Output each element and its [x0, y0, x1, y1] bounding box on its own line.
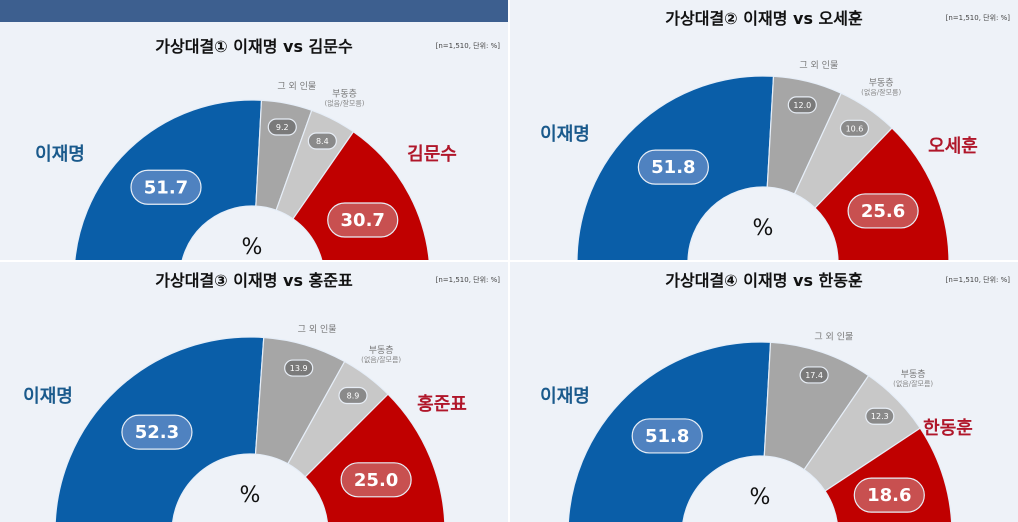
value-pill — [338, 386, 368, 405]
value-pill — [787, 96, 817, 114]
category-sublabel: (없음/잘모름) — [325, 99, 365, 107]
unit-label: % — [242, 235, 263, 260]
candidate-name-lee: 이재명 — [540, 386, 590, 407]
data-label: 51.8 — [645, 426, 689, 447]
chart-panel-1: 가상대결① 이재명 vs 김문수 [n=1,510, 단위: %] 51.7 9.2 그… — [0, 0, 508, 260]
chart-title: 가상대결② 이재명 vs 오세훈 — [665, 9, 863, 28]
half-donut-chart: 가상대결③ 이재명 vs 홍준표 [n=1,510, 단위: %] 52.3 13.9… — [23, 271, 501, 522]
category-label: 부동층 — [869, 77, 894, 88]
chart-panel-3: 가상대결③ 이재명 vs 홍준표 [n=1,510, 단위: %] 52.3 13.9… — [0, 262, 508, 522]
category-label: 그 외 인물 — [814, 331, 853, 343]
value-pill — [853, 477, 925, 513]
candidate-name-opponent: 홍준표 — [417, 393, 467, 415]
unit-label: % — [750, 485, 771, 510]
chart-title: 가상대결① 이재명 vs 김문수 — [155, 37, 353, 56]
value-pill — [847, 193, 919, 229]
data-label: 51.7 — [144, 177, 188, 198]
data-label: 12.3 — [871, 412, 889, 421]
data-label: 18.6 — [867, 485, 911, 506]
data-label: 9.2 — [276, 123, 289, 132]
category-label: 부동층 — [332, 88, 357, 99]
category-sublabel: (없음/잘모름) — [861, 88, 901, 96]
data-label: 13.9 — [290, 364, 308, 373]
category-label: 부동층 — [369, 345, 394, 356]
sample-note: [n=1,510, 단위: %] — [436, 275, 501, 284]
value-pill — [327, 202, 399, 238]
sample-note: [n=1,510, 단위: %] — [436, 41, 501, 50]
unit-label: % — [240, 483, 261, 508]
candidate-name-opponent: 한동훈 — [923, 417, 973, 439]
data-label: 17.4 — [805, 371, 823, 380]
value-pill — [865, 407, 895, 425]
category-sublabel: (없음/잘모름) — [361, 356, 401, 364]
category-label: 그 외 인물 — [298, 323, 337, 335]
value-pill — [799, 366, 829, 384]
value-pill — [284, 359, 314, 377]
data-label: 25.6 — [861, 201, 905, 222]
value-pill — [631, 418, 703, 454]
category-label: 그 외 인물 — [277, 80, 316, 92]
data-label: 10.6 — [846, 124, 864, 133]
half-donut-chart: 가상대결② 이재명 vs 오세훈 [n=1,510, 단위: %] 51.8 12.0… — [540, 9, 1011, 260]
data-label: 51.8 — [651, 157, 695, 178]
value-pill — [307, 132, 337, 150]
unit-label: % — [753, 216, 774, 241]
category-label: 그 외 인물 — [799, 59, 838, 71]
value-pill — [121, 414, 193, 450]
header-banner — [0, 0, 508, 22]
chart-title: 가상대결③ 이재명 vs 홍준표 — [155, 271, 353, 290]
data-label: 8.4 — [316, 137, 329, 146]
data-label: 12.0 — [793, 101, 811, 110]
sample-note: [n=1,510, 단위: %] — [946, 13, 1011, 22]
candidate-name-lee: 이재명 — [35, 144, 85, 165]
candidate-name-opponent: 김문수 — [407, 144, 457, 165]
data-label: 30.7 — [341, 210, 385, 231]
value-pill — [340, 462, 412, 498]
category-label: 부동층 — [901, 369, 926, 380]
chart-panel-2: 가상대결② 이재명 vs 오세훈 [n=1,510, 단위: %] 51.8 12.0… — [510, 0, 1018, 260]
sample-note: [n=1,510, 단위: %] — [946, 275, 1011, 284]
donut-segment-opponent — [304, 393, 446, 522]
value-pill — [267, 118, 297, 136]
chart-title: 가상대결④ 이재명 vs 한동훈 — [665, 271, 863, 290]
value-pill — [637, 149, 709, 185]
half-donut-chart: 가상대결① 이재명 vs 김문수 [n=1,510, 단위: %] 51.7 9.2 그… — [35, 37, 501, 260]
data-label: 52.3 — [135, 422, 179, 443]
candidate-name-lee: 이재명 — [540, 124, 590, 145]
value-pill — [839, 119, 870, 137]
candidate-name-lee: 이재명 — [23, 386, 73, 407]
half-donut-chart: 가상대결④ 이재명 vs 한동훈 [n=1,510, 단위: %] 51.8 17.4… — [540, 271, 1011, 522]
value-pill — [130, 169, 202, 205]
data-label: 8.9 — [347, 392, 360, 401]
category-sublabel: (없음/잘모름) — [893, 380, 933, 388]
candidate-name-opponent: 오세훈 — [928, 135, 978, 157]
data-label: 25.0 — [354, 470, 398, 491]
chart-panel-4: 가상대결④ 이재명 vs 한동훈 [n=1,510, 단위: %] 51.8 17.4… — [510, 262, 1018, 522]
